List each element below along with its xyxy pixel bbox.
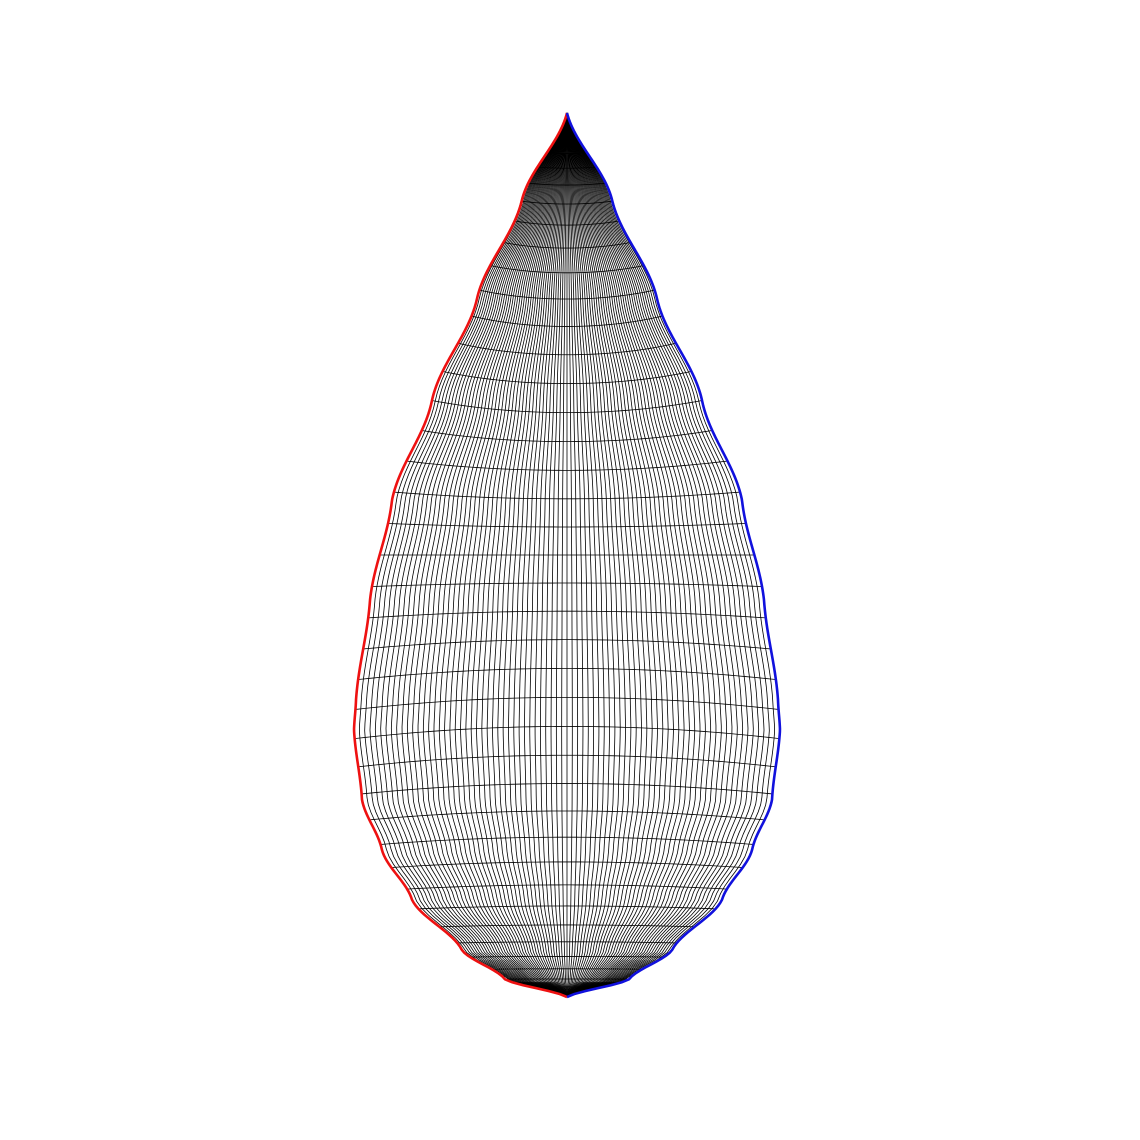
mesh-line <box>431 400 703 414</box>
mesh-line <box>380 836 754 845</box>
left-boundary <box>352 112 569 999</box>
mesh-line <box>471 315 663 327</box>
mesh-line <box>406 460 728 471</box>
mesh-line <box>442 370 692 384</box>
mesh-line <box>393 491 741 500</box>
mesh-line <box>457 941 677 944</box>
mesh-line <box>457 342 677 356</box>
mesh-line <box>388 523 746 528</box>
mesh-line <box>368 610 766 619</box>
mesh-line <box>546 152 588 154</box>
mesh-line <box>439 924 695 928</box>
mesh-line <box>418 905 716 910</box>
mesh-grid <box>354 112 780 998</box>
mesh-line <box>490 265 644 274</box>
mesh-line <box>363 639 771 650</box>
right-boundary <box>565 112 782 999</box>
mesh-line <box>354 726 780 740</box>
mesh-line <box>369 810 765 821</box>
mesh-line <box>355 696 779 710</box>
mesh-line <box>421 430 713 443</box>
mesh-line <box>528 182 606 186</box>
mesh-line <box>358 754 776 768</box>
mesh-line <box>537 166 597 169</box>
mesh-line <box>391 861 743 868</box>
mesh-line <box>479 289 655 300</box>
mesh-line <box>361 783 773 795</box>
mesh-line <box>358 668 776 680</box>
mesh-line <box>407 884 727 890</box>
mesh-line <box>469 956 665 958</box>
mesh-line <box>503 242 631 249</box>
mesh-line <box>371 582 763 587</box>
mesh-line <box>514 220 620 226</box>
mesh-line <box>521 200 613 205</box>
mesh-boundary <box>352 112 782 999</box>
